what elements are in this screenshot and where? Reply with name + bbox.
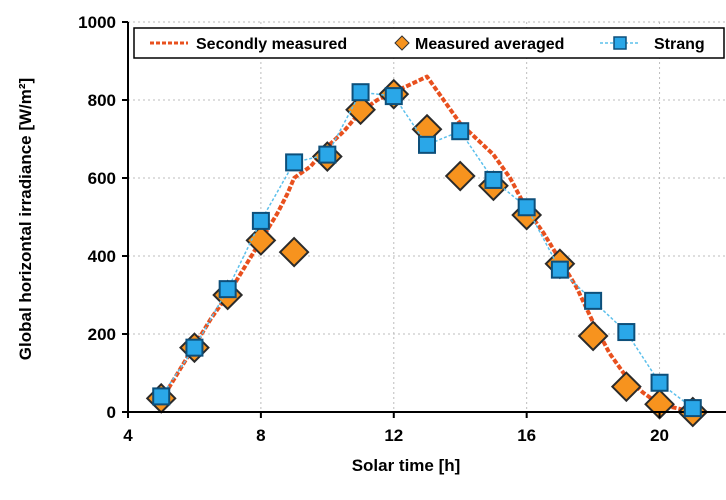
strang-point bbox=[351, 83, 370, 102]
strang-point bbox=[584, 291, 603, 310]
strang-point bbox=[418, 135, 436, 154]
y-tick-label: 400 bbox=[88, 247, 116, 266]
strang-point bbox=[650, 373, 669, 392]
y-tick-label: 0 bbox=[107, 403, 116, 422]
y-tick-labels: 0 200 400 600 800 1000 bbox=[78, 13, 128, 422]
legend: Secondly measured Measured averaged Stra… bbox=[133, 27, 725, 59]
plot-area bbox=[128, 22, 726, 412]
strang-point bbox=[384, 87, 403, 106]
legend-label-strang: Strang bbox=[654, 36, 705, 53]
measured-averaged-point bbox=[577, 320, 609, 352]
x-tick-label: 20 bbox=[650, 426, 669, 445]
y-axis-title: Global horizontal irradiance [W/m²] bbox=[16, 78, 35, 360]
strang-point bbox=[550, 260, 569, 279]
x-tick-label: 16 bbox=[517, 426, 536, 445]
measured-averaged-point bbox=[278, 236, 310, 268]
x-tick-label: 8 bbox=[256, 426, 265, 445]
plot-frame bbox=[128, 22, 726, 412]
legend-swatch-averaged bbox=[394, 35, 410, 51]
strang-point bbox=[218, 280, 237, 299]
strang-point bbox=[185, 338, 204, 357]
y-tick-label: 600 bbox=[88, 169, 116, 188]
axes bbox=[127, 22, 726, 413]
strang-point bbox=[451, 122, 470, 141]
x-tick-label: 12 bbox=[384, 426, 403, 445]
legend-label-averaged: Measured averaged bbox=[415, 36, 564, 53]
strang-point bbox=[683, 399, 702, 418]
strang-point bbox=[251, 211, 270, 230]
measured-averaged-point bbox=[245, 224, 277, 256]
x-tick-labels: 4 8 12 16 20 bbox=[123, 412, 669, 445]
strang-point bbox=[152, 387, 171, 406]
legend-label-secondly: Secondly measured bbox=[196, 36, 347, 53]
strang-point bbox=[318, 145, 337, 164]
y-tick-label: 800 bbox=[88, 91, 116, 110]
y-tick-label: 200 bbox=[88, 325, 116, 344]
legend-swatch-strang-marker bbox=[613, 36, 627, 50]
measured-averaged-point bbox=[610, 371, 642, 403]
measured-averaged-point bbox=[345, 94, 376, 126]
strang-point bbox=[285, 153, 304, 172]
strang-point bbox=[517, 198, 536, 217]
strang-series bbox=[152, 83, 702, 418]
strang-point bbox=[484, 170, 503, 189]
measured-averaged-point bbox=[444, 160, 476, 192]
strang-point bbox=[617, 323, 636, 342]
x-tick-label: 4 bbox=[123, 426, 133, 445]
x-axis-title: Solar time [h] bbox=[352, 456, 461, 475]
y-tick-label: 1000 bbox=[78, 13, 116, 32]
